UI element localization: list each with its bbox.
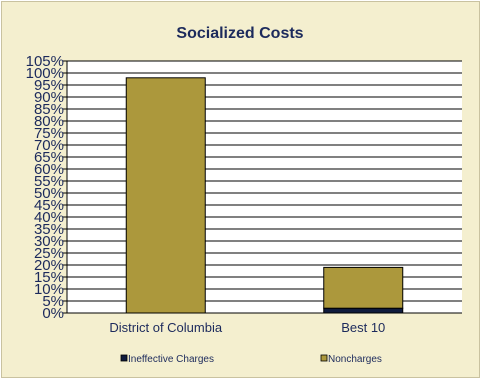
y-tick-label: 45% — [34, 197, 64, 214]
y-axis-tick-labels: 0%5%10%15%20%25%30%35%40%45%50%55%60%65%… — [26, 53, 64, 322]
x-category-label: District of Columbia — [109, 320, 222, 335]
y-tick-label: 55% — [34, 173, 64, 190]
y-tick-label: 70% — [34, 137, 64, 154]
legend: Ineffective Charges Noncharges — [120, 354, 382, 365]
y-tick-label: 20% — [34, 257, 64, 274]
y-tick-label: 80% — [34, 113, 64, 130]
y-tick-label: 0% — [42, 305, 64, 322]
y-tick-label: 60% — [34, 161, 64, 178]
y-tick-label: 40% — [34, 209, 64, 226]
y-tick-label: 35% — [34, 221, 64, 238]
bar-noncharges — [125, 77, 206, 314]
legend-label: Ineffective Charges — [128, 354, 214, 365]
bar-ineffective-charges — [323, 307, 404, 314]
y-tick-label: 25% — [34, 245, 64, 262]
x-axis-category-labels: District of Columbia Best 10 — [109, 320, 385, 335]
y-tick-label: 15% — [34, 269, 64, 286]
y-tick-label: 75% — [34, 125, 64, 142]
legend-swatch — [320, 354, 328, 362]
y-tick-label: 5% — [42, 293, 64, 310]
y-tick-label: 95% — [34, 77, 64, 94]
chart-title: Socialized Costs — [176, 25, 303, 42]
y-tick-label: 105% — [26, 53, 64, 70]
y-tick-label: 50% — [34, 185, 64, 202]
y-tick-label: 100% — [26, 65, 64, 82]
legend-swatch — [120, 354, 128, 362]
legend-label: Noncharges — [328, 354, 382, 365]
y-tick-label: 30% — [34, 233, 64, 250]
x-category-label: Best 10 — [341, 320, 385, 335]
y-tick-label: 10% — [34, 281, 64, 298]
y-tick-label: 65% — [34, 149, 64, 166]
y-tick-label: 90% — [34, 89, 64, 106]
bars — [125, 77, 404, 314]
y-tick-label: 85% — [34, 101, 64, 118]
bar-noncharges — [323, 266, 404, 309]
